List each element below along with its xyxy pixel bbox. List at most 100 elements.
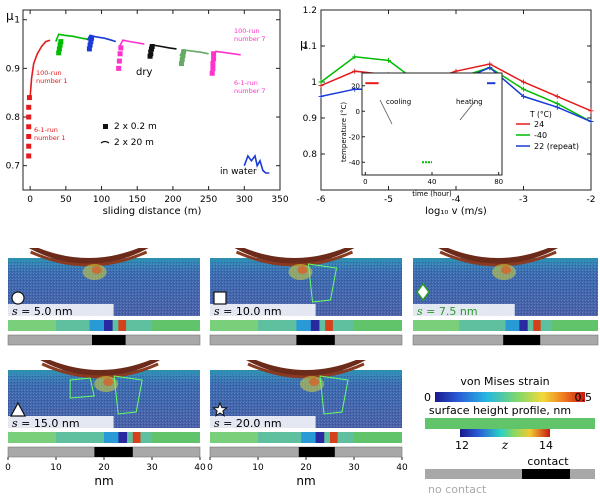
annotation-6run-1-l2: number 1 bbox=[34, 134, 66, 142]
plot-a-xtick-label: 50 bbox=[60, 195, 72, 205]
plot-a-series-line bbox=[243, 154, 270, 174]
sim-axis-tick-label: 10 bbox=[252, 463, 264, 473]
sim-axis-tick-label: 30 bbox=[146, 463, 158, 473]
annotation-100run-7: 100-run number 7 bbox=[234, 27, 266, 43]
plot-a-frame bbox=[22, 9, 281, 191]
simulation-panel: s = 5.0 nm bbox=[7, 248, 201, 346]
height-legend-title: surface height profile, nm bbox=[429, 404, 571, 417]
plot-a-point bbox=[26, 133, 32, 139]
height-profile-right bbox=[354, 320, 402, 331]
plot-a-point bbox=[26, 143, 32, 149]
plot-b-point bbox=[521, 86, 526, 92]
simulation-panel: s = 7.5 nm bbox=[412, 248, 599, 346]
plot-b-ticks: -6 -5 -4 -3 -2 0.8 0.9 1 1.1 1.2 bbox=[303, 6, 596, 205]
simulation-panels: s = 5.0 nm s = 10.0 nm s = 7.5 nms = 15.0 … bbox=[5, 248, 599, 488]
distance-label-prefix: s = bbox=[214, 417, 236, 430]
distance-label-value: 20.0 nm bbox=[236, 417, 282, 430]
marker-diamond bbox=[416, 282, 430, 302]
contact-region bbox=[94, 447, 133, 457]
plot-b-point bbox=[554, 93, 560, 99]
plot-b-point bbox=[386, 57, 391, 63]
height-profile-high bbox=[325, 320, 333, 331]
sim-axis-tick-label: 20 bbox=[300, 463, 312, 473]
height-profile-dip bbox=[89, 320, 109, 331]
plot-a-xlabel: sliding distance (m) bbox=[103, 206, 202, 217]
plot-a-xtick-label: 150 bbox=[129, 195, 146, 205]
plot-b-ytick-label: 0.8 bbox=[303, 150, 318, 160]
plot-a-xtick-label: 0 bbox=[27, 195, 33, 205]
plot-a-point bbox=[179, 57, 185, 63]
plot-a-point bbox=[89, 35, 95, 41]
contact-sample-bar bbox=[425, 469, 595, 479]
sim-axis-tick-label: 0 bbox=[207, 463, 213, 473]
height-profile-left bbox=[210, 320, 258, 331]
distance-label-value: 15.0 nm bbox=[34, 417, 80, 430]
plot-a-point bbox=[209, 70, 215, 76]
plot-a-point bbox=[116, 65, 122, 71]
plot-a-point bbox=[57, 42, 63, 48]
plot-a-point bbox=[88, 39, 94, 45]
plot-b-ylabel: μ bbox=[300, 37, 308, 51]
inset-ticks: 0 40 80 -40 -20 0 20 bbox=[349, 82, 504, 186]
plot-a-point bbox=[116, 58, 122, 64]
plot-a-point bbox=[26, 104, 32, 110]
inset-ytick-label: -20 bbox=[349, 133, 360, 141]
legend-square-marker bbox=[103, 124, 108, 129]
strain-hotspot-core bbox=[309, 378, 319, 386]
distance-label-prefix: s = bbox=[417, 305, 439, 318]
plot-b-legend-label: 22 (repeat) bbox=[534, 142, 579, 151]
height-profile-high bbox=[118, 320, 127, 331]
sim-axis-tick-label: 40 bbox=[396, 463, 408, 473]
inset-heating-label: heating bbox=[456, 98, 483, 106]
height-profile-right bbox=[354, 432, 402, 443]
height-colorbar bbox=[460, 429, 550, 437]
plot-b-point bbox=[318, 93, 324, 99]
strain-hotspot-core bbox=[103, 378, 114, 386]
inset-xtick-label: 80 bbox=[494, 178, 503, 186]
strain-hotspot-core bbox=[297, 266, 308, 274]
legend-square-label: 2 x 0.2 m bbox=[114, 122, 157, 132]
distance-label-value: 10.0 nm bbox=[236, 305, 282, 318]
plot-b-point bbox=[521, 93, 526, 99]
annotation-100run-7-l1: 100-run bbox=[234, 27, 260, 35]
indenter-edge bbox=[439, 250, 557, 267]
contact-label: contact bbox=[527, 455, 569, 468]
distance-label-value: 7.5 nm bbox=[439, 305, 478, 318]
distance-label-bg bbox=[8, 416, 114, 430]
sim-axis-tick-label: 0 bbox=[5, 463, 11, 473]
annotation-6run-7-l2: number 7 bbox=[234, 87, 266, 95]
plot-b-xtick-label: -3 bbox=[519, 195, 528, 205]
plot-a-point bbox=[149, 43, 155, 49]
plot-a-xtick-label: 250 bbox=[200, 195, 217, 205]
plot-b-legend-label: -40 bbox=[534, 131, 547, 140]
inset-frame bbox=[361, 72, 503, 176]
sim-axis-tick-label: 40 bbox=[194, 463, 206, 473]
distance-label: s = 20.0 nm bbox=[214, 417, 282, 430]
inset-cooling-arrow bbox=[379, 99, 393, 125]
distance-label: s = 5.0 nm bbox=[12, 305, 73, 318]
plastic-zone-outline bbox=[307, 263, 338, 303]
inset-ylabel: temperature (°C) bbox=[340, 102, 348, 162]
height-profile-left bbox=[8, 432, 56, 443]
plot-a-point bbox=[26, 153, 32, 159]
plot-b-ytick-label: 1.1 bbox=[303, 42, 317, 52]
sim-axis-tick-label: 10 bbox=[50, 463, 62, 473]
inset-xtick-label: 0 bbox=[363, 178, 367, 186]
indenter-edge bbox=[41, 362, 159, 379]
plastic-zone-outline bbox=[319, 375, 349, 415]
distance-label-bg bbox=[413, 304, 515, 318]
annotation-dry: dry bbox=[136, 67, 152, 78]
height-profile-low bbox=[118, 432, 128, 443]
friction-vs-distance-plot: 0 50 100 150 200 250 300 350 0.7 0.8 0.9 1 μ slidin… bbox=[6, 9, 289, 217]
height-max-label: 14 bbox=[539, 439, 553, 452]
annotation-6run-1: 6-1-run number 1 bbox=[34, 126, 66, 142]
distance-label: s = 7.5 nm bbox=[417, 305, 478, 318]
distance-label: s = 10.0 nm bbox=[214, 305, 282, 318]
height-axis-label: z bbox=[501, 438, 509, 452]
height-profile-left bbox=[8, 320, 56, 331]
plot-a-point bbox=[117, 51, 123, 57]
plot-a-point bbox=[178, 61, 184, 67]
height-profile-right bbox=[551, 320, 598, 331]
plastic-zone-outline bbox=[113, 375, 143, 415]
plot-a-ytick-label: 1 bbox=[14, 16, 20, 26]
